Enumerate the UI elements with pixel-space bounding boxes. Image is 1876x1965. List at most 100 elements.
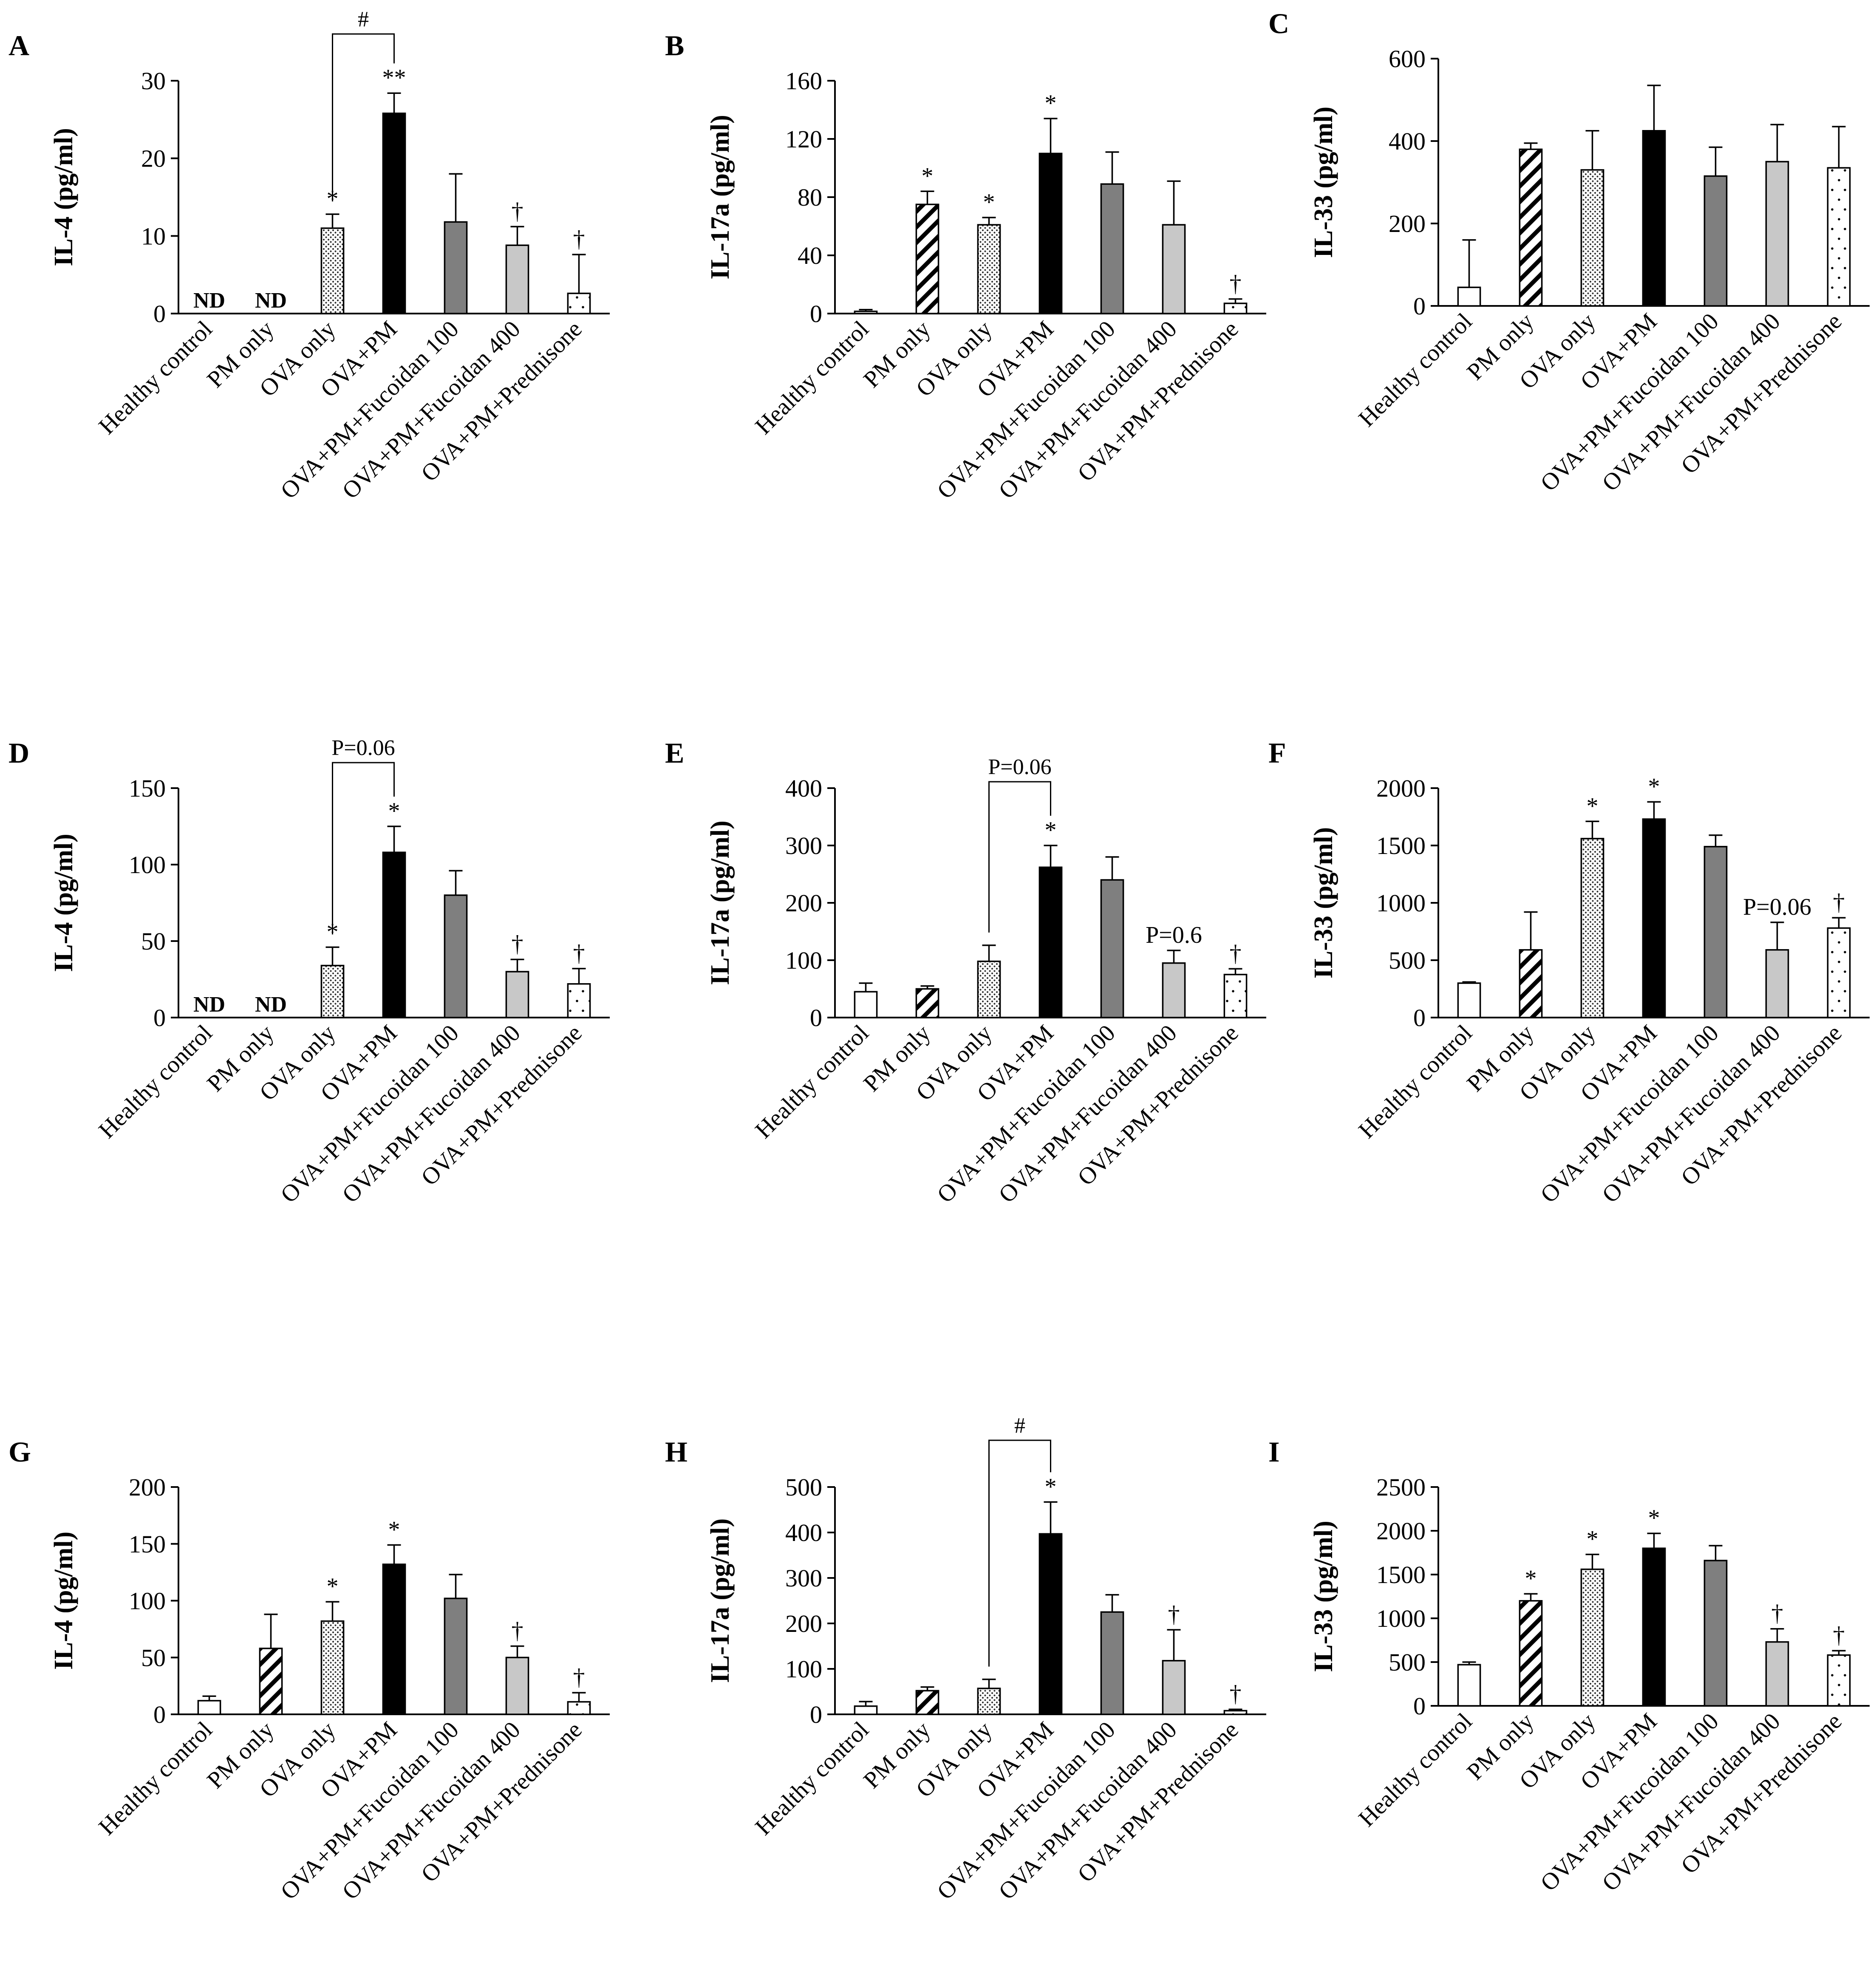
panel-h-bracket-label: # (1014, 1414, 1025, 1438)
panel-g: G 0 50 100 150 200 IL-4 (pg/ml) Healthy control… (8, 1436, 610, 1905)
panel-h-x-label-healthy-control: Healthy control (750, 1716, 874, 1840)
panel-i-annotation: † (1771, 1600, 1783, 1627)
panel-f-annotation: * (1587, 793, 1599, 819)
panel-e-bar-ova-pm-fucoidan-100 (1100, 879, 1124, 1018)
panel-h-bracket (988, 1439, 1051, 1667)
panel-a-y-tick-label: 10 (141, 222, 166, 250)
panel-d-annotation: † (512, 931, 523, 957)
panel-a-bar-ova-pm (382, 112, 406, 314)
panel-e-bar-ova-pm-prednisone (1223, 974, 1248, 1018)
panel-g-bar-ova-pm-fucoidan-100 (444, 1597, 468, 1715)
panel-c-bar-ova-pm (1642, 130, 1666, 307)
panel-c-label: C (1268, 7, 1289, 40)
panel-i-bar-ova-only (1580, 1568, 1604, 1707)
panel-d-bar-ova-pm-fucoidan-100 (444, 894, 468, 1018)
panel-c-bar-ova-only (1580, 169, 1604, 307)
panel-d-x-label-healthy-control: Healthy control (93, 1020, 217, 1143)
panel-b-annotation: † (1230, 271, 1242, 297)
panel-i-x-label-healthy-control: Healthy control (1353, 1708, 1477, 1832)
panel-h-bar-ova-only (977, 1688, 1001, 1715)
panel-i-annotation: * (1525, 1565, 1537, 1592)
panel-i-y-tick-label: 2500 (1376, 1473, 1426, 1501)
panel-b-bar-ova-pm-fucoidan-400 (1162, 224, 1186, 314)
panel-g-y-label: IL-4 (pg/ml) (49, 1532, 78, 1670)
panel-h-bar-ova-pm-fucoidan-100 (1100, 1611, 1124, 1715)
panel-h-bar-pm-only (915, 1690, 939, 1715)
panel-a-bar-ova-pm-prednisone (567, 292, 591, 314)
panel-c-y-tick-label: 600 (1389, 45, 1426, 73)
panel-f-annotation: * (1648, 773, 1660, 800)
panel-h-y-tick-label: 0 (810, 1701, 822, 1728)
panel-a-annotation: † (512, 198, 523, 224)
panel-e-bar-healthy-control (854, 991, 878, 1018)
panel-h-y-tick-label: 400 (785, 1519, 822, 1547)
panel-b-annotation: * (1045, 90, 1057, 116)
panel-i-y-tick-label: 2000 (1376, 1517, 1426, 1545)
panel-f-label: F (1268, 737, 1286, 769)
panel-f-bar-ova-pm-fucoidan-400 (1765, 949, 1789, 1018)
panel-d-y-tick-label: 100 (129, 851, 166, 879)
panel-g-y-tick-label: 100 (129, 1587, 166, 1615)
panel-a-label: A (8, 29, 29, 62)
panel-i-bar-ova-pm-fucoidan-400 (1765, 1641, 1789, 1707)
panel-a-bar-ova-pm-fucoidan-100 (444, 221, 468, 314)
panel-e-bar-pm-only (915, 988, 939, 1018)
panel-i-bar-ova-pm-fucoidan-100 (1703, 1560, 1728, 1707)
panel-c-y-tick-label: 0 (1413, 292, 1426, 320)
panel-i-y-tick-label: 1500 (1376, 1561, 1426, 1589)
panel-g-annotation: † (573, 1664, 585, 1691)
panel-b-x-label-healthy-control: Healthy control (750, 316, 874, 439)
panel-g-y-tick-label: 50 (141, 1644, 166, 1671)
panel-e: E 0 100 200 300 400 IL-17a (pg/ml) Healthy cont… (665, 737, 1266, 1208)
panel-c-x-label-healthy-control: Healthy control (1353, 308, 1477, 432)
panel-i-bar-healthy-control (1457, 1664, 1481, 1707)
panel-a-x-label-healthy-control: Healthy control (93, 316, 217, 439)
panel-i-bar-pm-only (1519, 1600, 1543, 1707)
panel-h-annotation: * (1045, 1473, 1057, 1500)
panel-f-x-label-healthy-control: Healthy control (1353, 1020, 1477, 1143)
panel-g-y-tick-label: 0 (153, 1701, 166, 1728)
panel-d-bar-ova-pm-prednisone (567, 983, 591, 1018)
panel-c-bar-healthy-control (1457, 286, 1481, 307)
panel-e-bar-ova-pm-fucoidan-400 (1162, 962, 1186, 1018)
panel-e-y-label: IL-17a (pg/ml) (706, 820, 735, 985)
panel-a-annotation: ND (255, 288, 287, 313)
panel-b-annotation: * (922, 163, 934, 189)
panel-a-bar-ova-only (320, 227, 345, 314)
panel-c-bar-pm-only (1519, 148, 1543, 307)
panel-e-annotation: * (1045, 817, 1057, 843)
panel-b-label: B (665, 29, 684, 62)
panel-b-y-tick-label: 120 (785, 125, 822, 153)
panel-i-y-label: IL-33 (pg/ml) (1309, 1521, 1338, 1672)
panel-d-y-tick-label: 50 (141, 927, 166, 955)
panel-i-label: I (1268, 1436, 1279, 1468)
panel-d-annotation: † (573, 940, 585, 967)
panel-h-bar-ova-pm-fucoidan-400 (1162, 1660, 1186, 1715)
panel-i-bar-ova-pm (1642, 1547, 1666, 1707)
panel-g-y-tick-label: 200 (129, 1473, 166, 1501)
panel-d-annotation: ND (193, 992, 225, 1017)
panel-e-y-tick-label: 300 (785, 832, 822, 860)
panel-d-bar-ova-pm (382, 851, 406, 1018)
panel-h-y-tick-label: 100 (785, 1655, 822, 1683)
panel-f: F 0 500 1000 1500 2000 IL-33 (pg/ml) Healthy co… (1268, 737, 1870, 1208)
panel-h: H 0 100 200 300 400 500 IL-17a (pg/ml) Healthy c… (665, 1414, 1266, 1905)
panel-d-bar-ova-pm-fucoidan-400 (505, 971, 529, 1018)
panel-f-y-tick-label: 0 (1413, 1004, 1426, 1032)
panel-i-annotation: * (1587, 1526, 1599, 1552)
panel-e-annotation: † (1230, 940, 1242, 967)
panel-c-bar-ova-pm-prednisone (1827, 167, 1851, 307)
panel-f-bar-pm-only (1519, 949, 1543, 1018)
panel-d-bracket-label: P=0.06 (331, 736, 395, 760)
panel-a-y-tick-label: 30 (141, 67, 166, 95)
panel-i-y-tick-label: 500 (1389, 1648, 1426, 1676)
panel-i-annotation: * (1648, 1505, 1660, 1531)
panel-b-y-tick-label: 160 (785, 67, 822, 95)
panel-i-annotation: † (1833, 1622, 1845, 1648)
panel-g-bar-ova-pm-fucoidan-400 (505, 1657, 529, 1715)
panel-a-bar-ova-pm-fucoidan-400 (505, 244, 529, 314)
panel-b-bar-ova-pm (1038, 153, 1063, 314)
panel-e-x-label-healthy-control: Healthy control (750, 1020, 874, 1143)
panel-g-annotation: † (512, 1618, 523, 1644)
